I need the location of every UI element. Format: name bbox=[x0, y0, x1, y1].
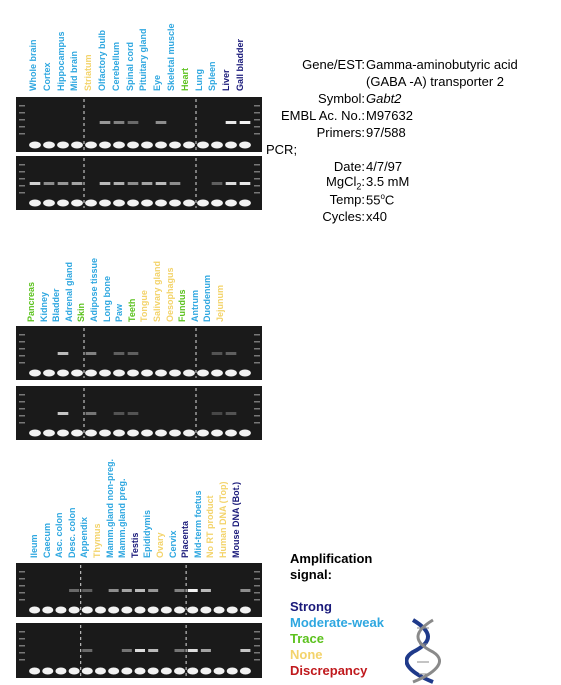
temp-number: 55 bbox=[366, 192, 381, 208]
temp-key: Temp: bbox=[329, 192, 365, 207]
mgcl2-separator: : bbox=[361, 174, 365, 189]
lane-label: Asc. colon bbox=[54, 512, 65, 558]
lane-label: Pancreas bbox=[26, 281, 36, 322]
lane-label: Olfactory bulb bbox=[97, 29, 107, 91]
lane-label: Tongue bbox=[139, 290, 150, 322]
gel-image-panel-2-bottom bbox=[16, 386, 262, 440]
lane-label: Appendix bbox=[79, 516, 90, 558]
lane-label: Cortex bbox=[41, 62, 52, 91]
lane-label: Antrum bbox=[189, 290, 200, 322]
lane-label: Kidney bbox=[38, 291, 49, 322]
temp-unit: C bbox=[384, 192, 395, 208]
lane-label: Hippocampus bbox=[55, 31, 66, 91]
lane-label: Long bone bbox=[101, 276, 112, 322]
lane-label: Testis bbox=[129, 532, 140, 558]
embl-value: M97632 bbox=[366, 108, 413, 123]
lane-label: Fundus bbox=[177, 289, 188, 323]
lane-label: Spleen bbox=[207, 61, 218, 91]
gene-value-line2: (GABA -A) transporter 2 bbox=[366, 74, 504, 89]
lane-label: Ovary bbox=[155, 532, 165, 558]
lane-label: Eye bbox=[152, 74, 163, 91]
lane-label: Caecum bbox=[41, 522, 52, 558]
gel-image-panel-1-top bbox=[16, 97, 262, 152]
lane-label: Mouse DNA (Bot.) bbox=[230, 481, 241, 558]
lane-label: Mamm.gland preg. bbox=[117, 478, 128, 558]
lane-label: Lung bbox=[193, 69, 204, 91]
lane-label: Gall bladder bbox=[235, 38, 245, 91]
gel-image-panel-3-top bbox=[16, 563, 262, 617]
legend-title-line2: signal: bbox=[290, 567, 332, 582]
lane-label: Thymus bbox=[92, 523, 102, 558]
mgcl2-subscript: 2 bbox=[356, 181, 362, 192]
gene-value-line1: Gamma-aminobutyric acid bbox=[366, 57, 518, 72]
lane-label: Epididymis bbox=[142, 509, 153, 558]
lane-label: Striatum bbox=[83, 54, 94, 91]
lane-label: Bladder bbox=[51, 288, 62, 322]
lane-label: Ileum bbox=[29, 534, 39, 558]
lane-label: Jejunum bbox=[215, 284, 225, 322]
primers-key: Primers: bbox=[316, 125, 365, 140]
lane-label: Mamm.gland non-preg. bbox=[104, 459, 115, 558]
lane-label: Paw bbox=[114, 303, 125, 322]
lane-label: Mid-term foetus bbox=[192, 490, 203, 559]
lane-label: Adrenal gland bbox=[63, 261, 74, 322]
lane-label: Duodenum bbox=[202, 275, 213, 322]
lane-label: Heart bbox=[179, 67, 190, 91]
lane-label: Pituitary gland bbox=[138, 28, 149, 91]
gel-image-panel-2-top bbox=[16, 326, 262, 380]
legend-moderate: Moderate-weak bbox=[290, 615, 384, 630]
temp-value: 55oC bbox=[366, 192, 394, 207]
embl-key: EMBL Ac. No.: bbox=[280, 108, 365, 123]
lane-label: Whole brain bbox=[28, 39, 38, 92]
dna-helix-icon bbox=[405, 618, 441, 684]
date-value: 4/7/97 bbox=[366, 159, 403, 174]
symbol-value: Gabt2 bbox=[366, 91, 402, 106]
lane-label: Oesophagus bbox=[164, 267, 175, 322]
legend-none: None bbox=[290, 647, 323, 662]
legend-trace: Trace bbox=[290, 631, 324, 646]
lane-label: Cervix bbox=[167, 530, 178, 558]
lane-label: Adipose tissue bbox=[89, 257, 99, 322]
mgcl2-key: MgCl2: bbox=[266, 174, 365, 192]
lane-label: Salivary gland bbox=[152, 260, 162, 322]
primers-value: 97/588 bbox=[366, 125, 406, 140]
lane-label: Liver bbox=[221, 69, 232, 91]
lane-label: No RT product bbox=[205, 495, 216, 559]
legend-title-line1: Amplification bbox=[290, 551, 373, 566]
lane-label: Desc. colon bbox=[66, 507, 77, 558]
symbol-key: Symbol: bbox=[318, 91, 365, 106]
pcr-label: PCR; bbox=[266, 142, 298, 157]
mgcl2-value: 3.5 mM bbox=[366, 174, 410, 189]
lane-label: Skeletal muscle bbox=[166, 23, 176, 91]
lane-label: Cerebellum bbox=[110, 41, 121, 91]
gene-key: Gene/EST: bbox=[302, 57, 365, 72]
gel-image-panel-3-bottom bbox=[16, 623, 262, 678]
lane-label: Spinal cord bbox=[124, 41, 135, 91]
cycles-value: x40 bbox=[366, 209, 387, 224]
mgcl2-key-text: MgCl bbox=[326, 174, 357, 189]
cycles-key: Cycles: bbox=[322, 209, 365, 224]
lane-label: Placenta bbox=[180, 520, 191, 558]
lane-label: Teeth bbox=[126, 298, 137, 322]
legend-discrepancy: Discrepancy bbox=[290, 663, 368, 678]
gel-image-panel-1-bottom bbox=[16, 156, 262, 210]
date-key: Date: bbox=[333, 159, 365, 174]
lane-label: Mid brain bbox=[69, 51, 80, 91]
temp-degree: o bbox=[380, 192, 385, 201]
lane-label: Skin bbox=[76, 302, 87, 322]
legend-strong: Strong bbox=[290, 599, 332, 614]
lane-label: Human DNA (Top) bbox=[218, 481, 228, 559]
